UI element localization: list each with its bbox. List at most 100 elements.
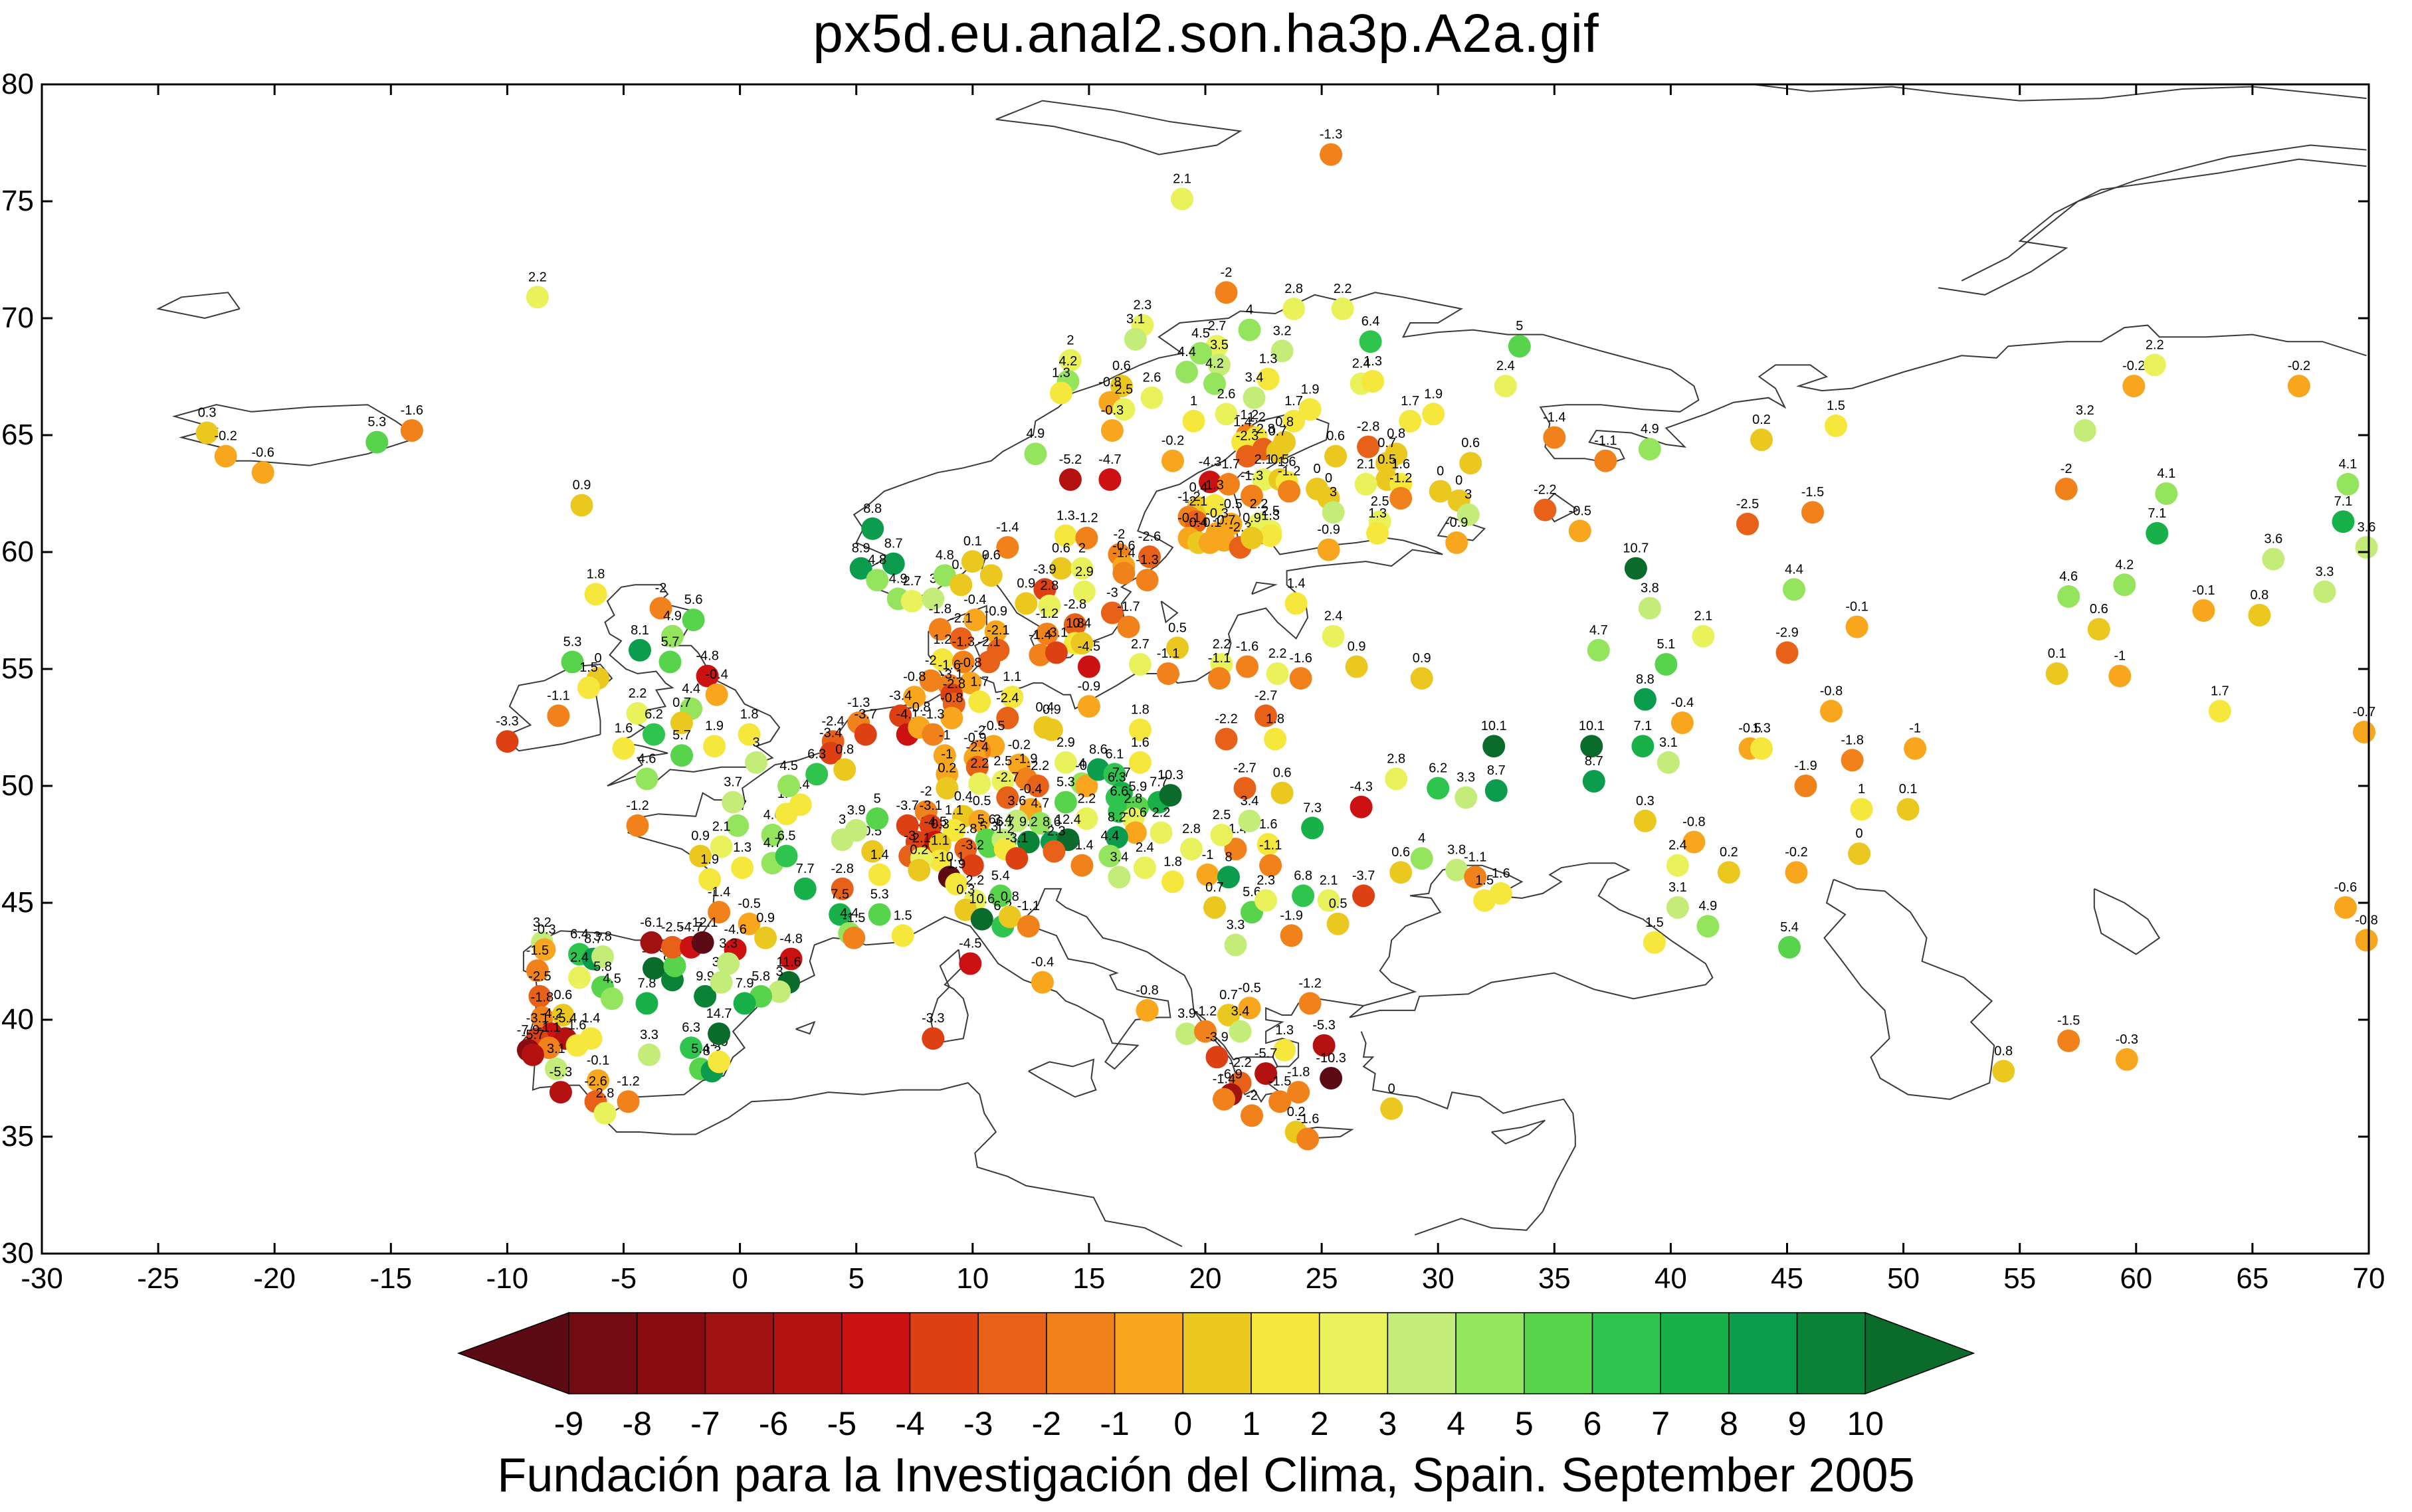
data-point: [882, 552, 905, 575]
data-point-value: -5.7: [522, 1028, 544, 1042]
data-point: [2313, 580, 2336, 603]
data-point: [521, 1043, 544, 1066]
data-point: [1255, 1062, 1278, 1085]
data-point: [2108, 664, 2132, 688]
data-point: [587, 1069, 609, 1092]
colorbar-label: 4: [1447, 1405, 1465, 1442]
data-point-value: 1.9: [705, 719, 724, 733]
data-point: [1182, 409, 1205, 432]
data-point-value: 2.3: [1256, 874, 1275, 888]
data-point-value: 10.7: [1623, 541, 1649, 556]
data-point-value: 2.2: [1152, 805, 1171, 820]
data-point: [670, 744, 693, 767]
data-point-value: 1.7: [1284, 394, 1303, 409]
data-point-value: 4.8: [936, 548, 954, 563]
data-point-value: 5.7: [661, 634, 680, 649]
data-point: [843, 926, 866, 949]
coastline: [1160, 601, 1179, 624]
data-point: [970, 907, 993, 931]
data-point-value: 1.4: [582, 1011, 601, 1026]
data-point: [1161, 870, 1184, 894]
coastline: [1028, 1058, 1097, 1098]
data-point: [861, 517, 884, 540]
data-point: [1031, 971, 1054, 994]
data-point-value: -1.2: [1236, 408, 1258, 423]
data-point: [1038, 595, 1061, 617]
data-point-value: 0.8: [1387, 426, 1405, 441]
data-point-value: 4.5: [603, 971, 621, 986]
data-point-value: 0.7: [1219, 988, 1238, 1002]
data-point: [1361, 370, 1385, 393]
data-point-value: 2.6: [1217, 387, 1236, 401]
data-point-value: -2: [920, 785, 932, 799]
data-point-value: 6.4: [1361, 314, 1380, 329]
data-point: [1366, 521, 1389, 545]
data-point-value: 1.3: [1368, 506, 1387, 521]
data-point-value: -0.8: [940, 691, 963, 706]
data-point-value: -5.4: [554, 1011, 577, 1026]
data-point-value: -1.1: [1157, 646, 1179, 661]
data-point-value: -1.8: [531, 991, 553, 1005]
data-point: [1161, 449, 1184, 472]
data-point-value: -0.8: [1682, 815, 1705, 830]
data-point-value: -3: [904, 829, 916, 844]
data-point: [708, 1022, 731, 1046]
data-point-value: -2.8: [1064, 597, 1086, 612]
colorbar-segment: [841, 1312, 911, 1394]
data-point-value: -1.6: [1289, 651, 1312, 666]
x-tick-label: 15: [1072, 1262, 1105, 1295]
data-point-value: 8.7: [884, 537, 903, 551]
data-point-value: 5: [874, 791, 881, 806]
data-point-value: 4.9: [889, 571, 908, 586]
data-point-value: 2.2: [965, 874, 984, 888]
data-point-value: 0.5: [1270, 452, 1289, 467]
data-point-value: 7.8: [638, 976, 656, 991]
data-point: [1103, 763, 1126, 786]
data-point: [661, 624, 684, 648]
data-point: [1054, 791, 1077, 814]
data-point: [931, 648, 954, 671]
colorbar-label: -3: [963, 1405, 993, 1442]
data-point-value: 1.3: [1205, 478, 1224, 493]
x-tick-label: 55: [2003, 1262, 2036, 1295]
colorbar-segment: [1182, 1312, 1252, 1394]
data-point-value: 1.6: [1492, 866, 1510, 881]
x-tick-label: 60: [2120, 1262, 2152, 1295]
data-point: [2287, 375, 2310, 398]
data-point-value: 1.4: [870, 848, 889, 862]
data-point-value: -1.1: [1594, 434, 1617, 448]
data-point-value: -2.8: [831, 862, 853, 876]
data-point: [689, 844, 712, 868]
x-tick-label: 35: [1538, 1262, 1571, 1295]
data-point-value: 2.5: [1371, 494, 1389, 509]
data-point: [833, 758, 856, 781]
x-tick-label: 45: [1771, 1262, 1803, 1295]
data-point-value: 2.8: [1284, 282, 1303, 296]
data-point-value: -0.5: [1219, 497, 1242, 512]
data-point-value: 1.8: [1163, 854, 1182, 869]
x-tick-label: 5: [848, 1262, 864, 1295]
data-point: [968, 809, 991, 832]
data-point-value: 0: [1455, 474, 1462, 488]
data-point: [1043, 840, 1066, 863]
data-point: [936, 777, 959, 800]
data-point-value: 6.2: [645, 708, 663, 722]
data-point: [1312, 1034, 1336, 1057]
data-point: [2332, 510, 2355, 533]
data-point: [1017, 830, 1040, 854]
data-point: [1582, 770, 1605, 793]
data-point-value: -1.9: [1015, 751, 1037, 766]
data-point: [1427, 777, 1450, 800]
data-point-value: 5.8: [593, 960, 612, 975]
data-point: [922, 723, 945, 746]
data-point: [1389, 861, 1413, 884]
data-point: [1457, 503, 1480, 526]
data-point: [868, 903, 891, 926]
data-point: [708, 1050, 731, 1074]
data-point: [547, 704, 570, 727]
data-point-value: 5.6: [977, 812, 996, 827]
data-point: [942, 818, 965, 842]
data-point: [1543, 426, 1566, 449]
data-point: [251, 461, 274, 484]
data-point-value: 6.8: [1294, 868, 1312, 883]
